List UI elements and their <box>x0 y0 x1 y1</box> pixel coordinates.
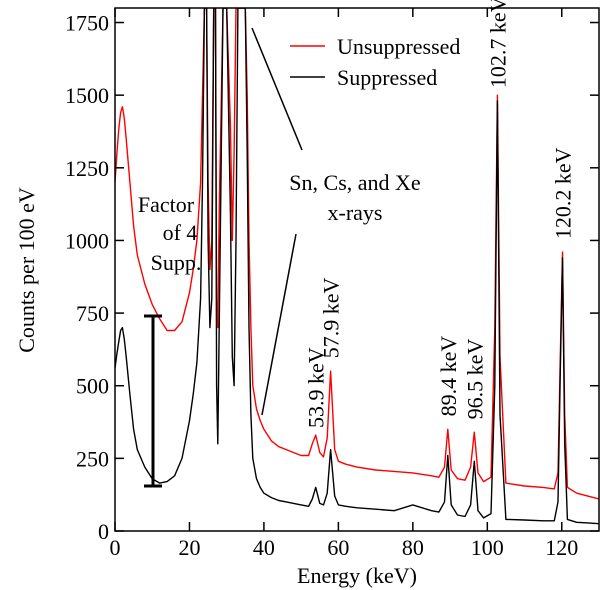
y-tick-label: 750 <box>76 301 109 326</box>
factor-annotation: Factor of 4 Supp. <box>138 192 202 488</box>
xray-annotation: Sn, Cs, and Xe x-rays <box>251 27 421 416</box>
legend: Unsuppressed Suppressed <box>290 34 460 90</box>
y-tick-label: 0 <box>98 519 109 544</box>
peak-label: 89.4 keV <box>436 336 461 417</box>
peak-label: 120.2 keV <box>551 147 576 239</box>
y-tick-label: 500 <box>76 374 109 399</box>
y-tick-label: 1750 <box>65 11 109 36</box>
peak-label: 53.9 keV <box>304 347 329 428</box>
x-tick-label: 100 <box>471 535 504 560</box>
legend-label-unsuppressed: Unsuppressed <box>337 34 460 59</box>
factor-annotation-line1: Factor <box>138 192 195 217</box>
series-line-suppressed <box>115 8 599 525</box>
series-line-unsuppressed <box>115 8 599 500</box>
y-tick-label: 1500 <box>65 83 109 108</box>
plot-frame <box>114 7 600 532</box>
x-axis-title: Energy (keV) <box>297 563 417 588</box>
xray-annotation-line2: x-rays <box>328 200 383 225</box>
x-tick-label: 80 <box>402 535 424 560</box>
factor-annotation-line3: Supp. <box>151 250 202 275</box>
factor-annotation-line2: of 4 <box>163 220 198 245</box>
y-tick-label: 1000 <box>65 228 109 253</box>
series-layer <box>115 8 599 525</box>
xray-annotation-line1: Sn, Cs, and Xe <box>289 170 420 195</box>
y-tick-label: 250 <box>76 446 109 471</box>
peak-label: 96.5 keV <box>462 339 487 420</box>
y-axis-title: Counts per 100 eV <box>14 187 39 353</box>
xray-pointer-upper <box>251 27 303 151</box>
x-tick-label: 60 <box>327 535 349 560</box>
y-tick-label: 1250 <box>65 156 109 181</box>
x-tick-label: 20 <box>178 535 200 560</box>
peak-label: 102.7 keV <box>485 0 510 88</box>
x-tick-label: 120 <box>545 535 578 560</box>
xray-pointer-lower <box>261 233 297 416</box>
peak-label: 57.9 keV <box>319 278 344 359</box>
legend-label-suppressed: Suppressed <box>337 65 437 90</box>
x-tick-label: 0 <box>110 535 121 560</box>
x-tick-label: 40 <box>253 535 275 560</box>
tick-layer: 0 20 40 60 80 100 120 0 250 500 750 1000 1250 1500 175… <box>65 8 599 560</box>
